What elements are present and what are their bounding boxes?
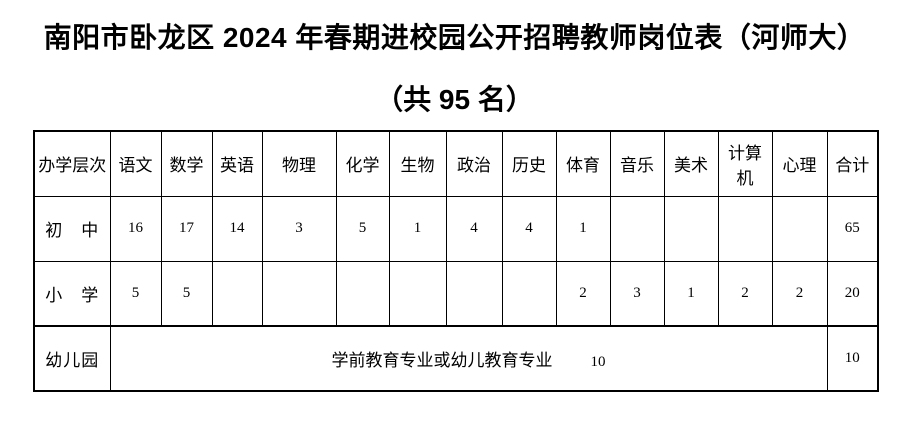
- data-cell: 1: [663, 260, 719, 327]
- col-header-computer: 计算机: [717, 130, 773, 197]
- col-header-psychology: 心理: [771, 130, 828, 197]
- data-cell: 4: [445, 195, 503, 262]
- merged-note-value: 10: [590, 354, 606, 370]
- col-header-total: 合计: [826, 130, 879, 197]
- data-cell: 5: [109, 260, 162, 327]
- row-label: 幼儿园: [33, 325, 111, 392]
- data-cell: 3: [261, 195, 337, 262]
- data-cell: [335, 260, 390, 327]
- data-cell: 5: [160, 260, 213, 327]
- page-title: 南阳市卧龙区 2024 年春期进校园公开招聘教师岗位表（河师大）: [43, 22, 866, 53]
- data-cell: 16: [109, 195, 162, 262]
- data-cell: [717, 195, 773, 262]
- data-cell: [609, 195, 665, 262]
- row-kindergarten: 幼儿园 学前教育专业或幼儿教育专业 10 10: [33, 325, 879, 392]
- col-header-art: 美术: [663, 130, 719, 197]
- data-cell: 17: [160, 195, 213, 262]
- col-header-biology: 生物: [388, 130, 447, 197]
- header-row: 办学层次 语文 数学 英语 物理 化学 生物 政治 历史 体育 音乐 美术 计算…: [33, 130, 879, 197]
- data-cell: [388, 260, 447, 327]
- data-cell: 3: [609, 260, 665, 327]
- merged-note-cell: 学前教育专业或幼儿教育专业 10: [109, 325, 828, 392]
- recruitment-table: 办学层次 语文 数学 英语 物理 化学 生物 政治 历史 体育 音乐 美术 计算…: [33, 130, 879, 392]
- data-cell: 1: [555, 195, 611, 262]
- row-label: 小 学: [33, 260, 111, 327]
- data-cell: [771, 195, 828, 262]
- merged-note-text: 学前教育专业或幼儿教育专业: [331, 351, 553, 370]
- page-subtitle: （共 95 名）: [375, 84, 534, 115]
- data-cell: 1: [388, 195, 447, 262]
- data-cell: 2: [717, 260, 773, 327]
- row-label: 初 中: [33, 195, 111, 262]
- col-header-music: 音乐: [609, 130, 665, 197]
- col-header-chemistry: 化学: [335, 130, 390, 197]
- data-cell: [445, 260, 503, 327]
- row-primary-school: 小 学 5 5 2 3 1 2 2 20: [33, 260, 879, 327]
- data-cell: 4: [501, 195, 557, 262]
- data-cell: [211, 260, 263, 327]
- data-cell: 2: [771, 260, 828, 327]
- col-header-pe: 体育: [555, 130, 611, 197]
- data-cell: 2: [555, 260, 611, 327]
- total-cell: 65: [826, 195, 879, 262]
- col-header-english: 英语: [211, 130, 263, 197]
- col-header-politics: 政治: [445, 130, 503, 197]
- col-header-history: 历史: [501, 130, 557, 197]
- data-cell: [501, 260, 557, 327]
- col-header-math: 数学: [160, 130, 213, 197]
- data-cell: [663, 195, 719, 262]
- document-page: 南阳市卧龙区 2024 年春期进校园公开招聘教师岗位表（河师大） （共 95 名…: [0, 20, 909, 430]
- total-cell: 20: [826, 260, 879, 327]
- row-middle-school: 初 中 16 17 14 3 5 1 4 4 1 65: [33, 195, 879, 262]
- data-cell: 14: [211, 195, 263, 262]
- data-cell: 5: [335, 195, 390, 262]
- col-header-physics: 物理: [261, 130, 337, 197]
- col-header-chinese: 语文: [109, 130, 162, 197]
- total-cell: 10: [826, 325, 879, 392]
- data-cell: [261, 260, 337, 327]
- col-header-level: 办学层次: [33, 130, 111, 197]
